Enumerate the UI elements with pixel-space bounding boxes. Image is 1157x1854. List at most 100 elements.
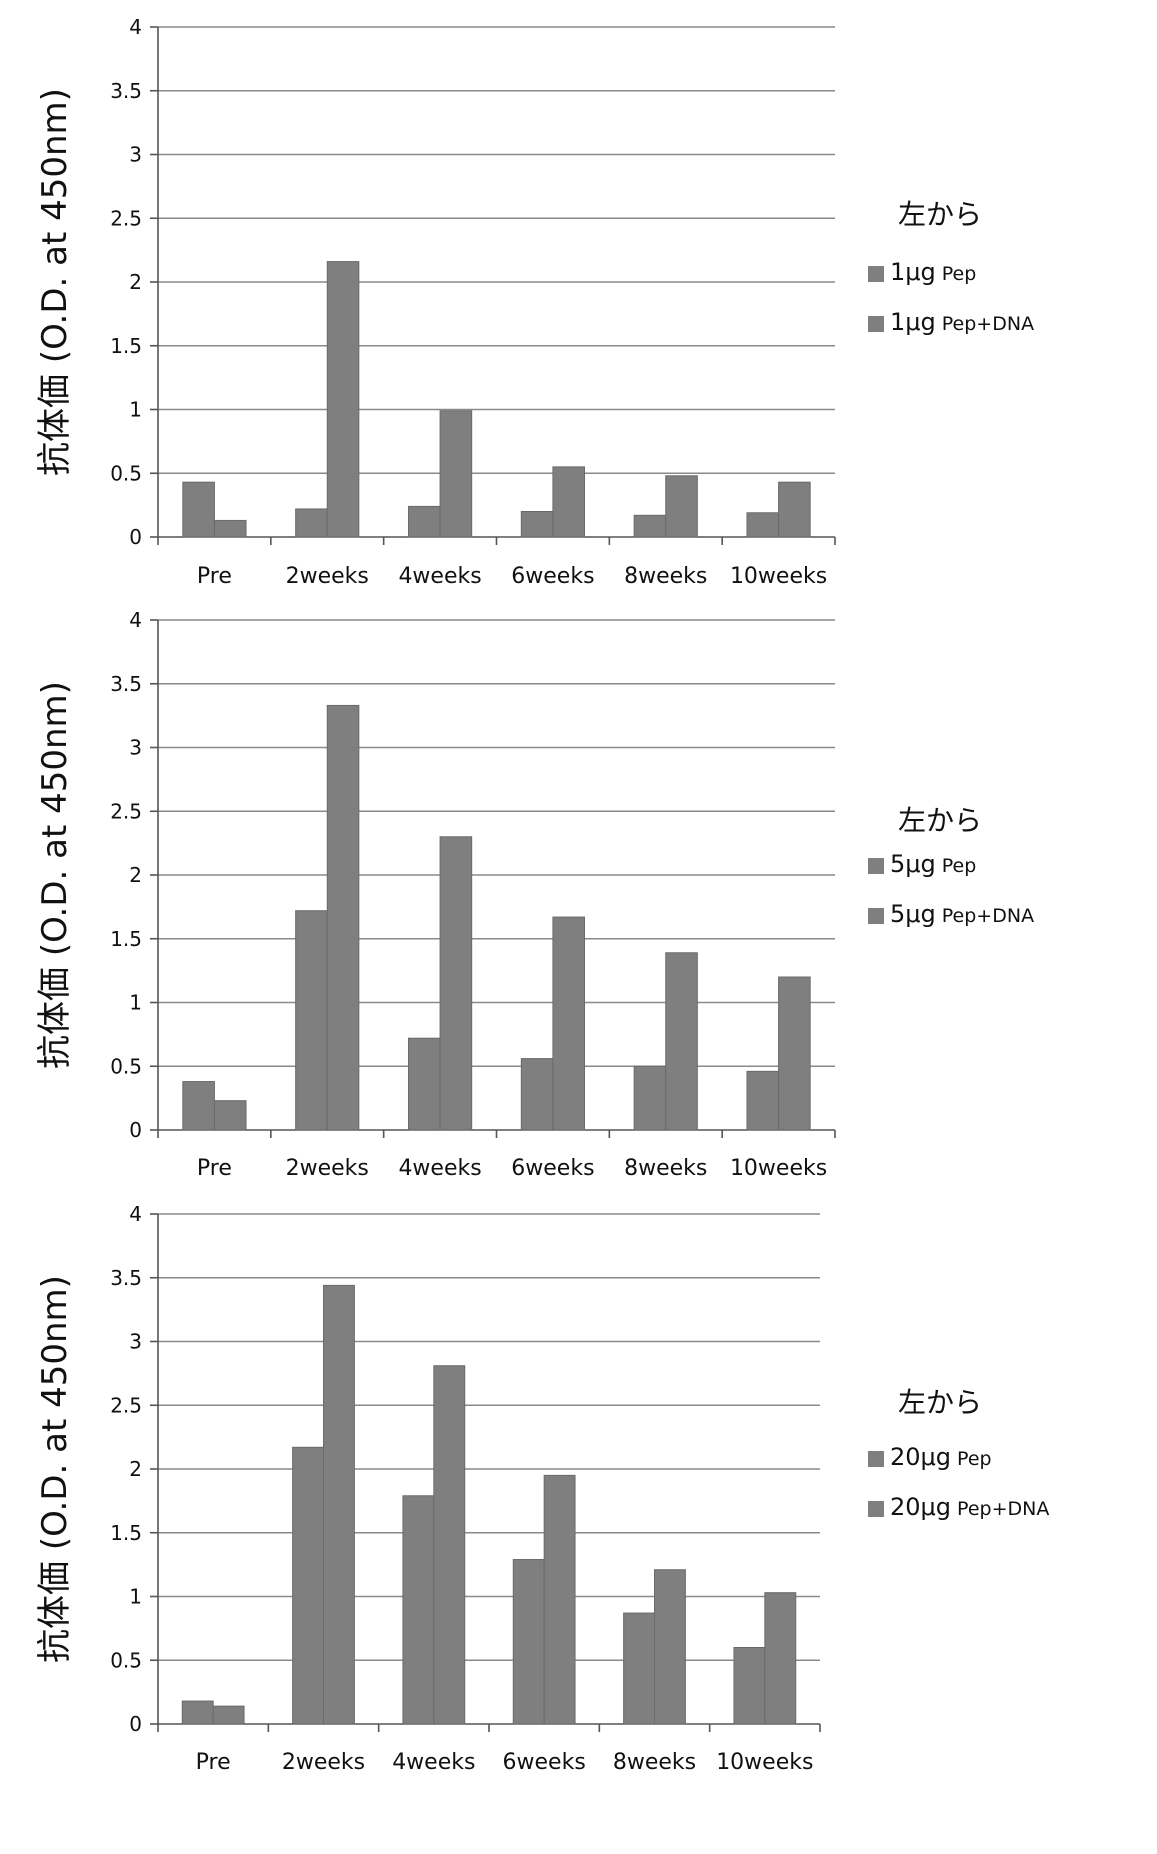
bar-10weeks-series-1 — [746, 1070, 780, 1131]
bar-4weeks-series-2 — [439, 410, 473, 538]
legend-title: 左から — [898, 1386, 982, 1419]
legend-title: 左から — [898, 804, 982, 837]
y-tick-label: 2 — [129, 270, 142, 294]
bar-Pre-series-2 — [213, 1100, 247, 1131]
category-label: 10weeks — [716, 1750, 813, 1775]
y-tick-label: 0 — [129, 525, 142, 549]
bar-Pre-series-1 — [181, 1700, 214, 1725]
bar-6weeks-series-2 — [552, 916, 586, 1131]
bar-8weeks-series-1 — [633, 1065, 667, 1131]
bar-2weeks-series-1 — [295, 508, 328, 538]
y-tick-label: 1.5 — [110, 927, 142, 951]
bar-2weeks-series-2 — [326, 704, 360, 1131]
category-label: 10weeks — [730, 564, 827, 589]
bar-2weeks-series-2 — [326, 261, 360, 538]
legend-swatch — [868, 908, 884, 924]
bar-4weeks-series-2 — [439, 836, 473, 1131]
y-tick-label: 1.5 — [110, 1521, 142, 1545]
category-label: 6weeks — [511, 1156, 594, 1181]
category-label: Pre — [196, 1750, 231, 1775]
bar-6weeks-series-1 — [520, 511, 554, 538]
bar-Pre-series-1 — [182, 481, 215, 538]
bar-6weeks-series-2 — [552, 466, 586, 538]
legend-swatch — [868, 266, 884, 282]
bar-2weeks-series-1 — [292, 1446, 324, 1725]
bar-Pre-series-1 — [182, 1081, 215, 1131]
category-label: 2weeks — [286, 564, 369, 589]
category-label: 2weeks — [286, 1156, 369, 1181]
y-tick-label: 0.5 — [110, 461, 142, 485]
bar-10weeks-series-1 — [733, 1647, 766, 1725]
bar-Pre-series-2 — [213, 519, 247, 538]
y-tick-label: 2.5 — [110, 1393, 142, 1417]
bar-chart-3: 0 0.5 1 1.5 2 2.5 3 3.5 4 Pre 2weeks 4weeks 6weeks 8w… — [35, 1202, 1049, 1775]
y-tick-label: 1.5 — [110, 334, 142, 358]
y-tick-label: 1 — [129, 1585, 142, 1609]
bar-8weeks-series-1 — [623, 1612, 656, 1725]
y-tick-label: 3.5 — [110, 1266, 142, 1290]
bar-6weeks-series-2 — [543, 1474, 576, 1725]
legend-entry-2: 5μg Pep+DNA — [890, 900, 1034, 928]
bar-chart-2: 0 0.5 1 1.5 2 2.5 3 3.5 4 Pre 2weeks 4weeks 6weeks 8w… — [35, 608, 1034, 1181]
legend-title: 左から — [898, 198, 982, 231]
y-tick-label: 3.5 — [110, 79, 142, 103]
category-label: Pre — [197, 564, 232, 589]
bar-chart-1: 0 0.5 1 1.5 2 2.5 3 3.5 4 Pre 2weeks 4weeks 6weeks 8w… — [35, 15, 1034, 589]
bar-8weeks-series-2 — [665, 952, 698, 1131]
category-label: 8weeks — [624, 1156, 707, 1181]
y-axis-label: 抗体価 (O.D. at 450nm) — [35, 88, 75, 476]
bar-10weeks-series-2 — [764, 1592, 797, 1725]
category-label: 10weeks — [730, 1156, 827, 1181]
category-label: 4weeks — [398, 1156, 481, 1181]
y-tick-label: 3 — [129, 143, 142, 167]
y-tick-label: 4 — [129, 15, 142, 39]
bar-Pre-series-2 — [212, 1705, 245, 1725]
legend-entry-2: 1μg Pep+DNA — [890, 308, 1034, 336]
category-label: 8weeks — [613, 1750, 696, 1775]
y-tick-label: 2.5 — [110, 799, 142, 823]
bar-10weeks-series-1 — [746, 512, 780, 538]
bar-10weeks-series-2 — [778, 976, 811, 1131]
bar-10weeks-series-2 — [778, 481, 811, 538]
category-label: 6weeks — [503, 1750, 586, 1775]
category-label: 6weeks — [511, 564, 594, 589]
y-tick-label: 3 — [129, 1330, 142, 1354]
bar-6weeks-series-1 — [520, 1058, 554, 1131]
legend-swatch — [868, 858, 884, 874]
legend-entry-1: 20μg Pep — [890, 1443, 992, 1471]
y-axis-label: 抗体価 (O.D. at 450nm) — [35, 681, 75, 1069]
category-label: 2weeks — [282, 1750, 365, 1775]
category-label: Pre — [197, 1156, 232, 1181]
y-tick-label: 1 — [129, 398, 142, 422]
y-tick-label: 2.5 — [110, 206, 142, 230]
bar-8weeks-series-2 — [665, 475, 698, 538]
legend-swatch — [868, 1451, 884, 1467]
y-tick-label: 0.5 — [110, 1054, 142, 1078]
y-tick-label: 0.5 — [110, 1648, 142, 1672]
bar-8weeks-series-1 — [633, 514, 667, 538]
category-label: 8weeks — [624, 564, 707, 589]
bar-4weeks-series-1 — [402, 1495, 435, 1725]
y-tick-label: 1 — [129, 991, 142, 1015]
bar-8weeks-series-2 — [654, 1569, 686, 1725]
bar-4weeks-series-1 — [407, 1037, 441, 1131]
bar-4weeks-series-2 — [433, 1365, 466, 1725]
y-tick-label: 4 — [129, 1202, 142, 1226]
legend-entry-2: 20μg Pep+DNA — [890, 1493, 1049, 1521]
y-tick-label: 3 — [129, 736, 142, 760]
y-tick-label: 2 — [129, 1457, 142, 1481]
legend-entry-1: 5μg Pep — [890, 850, 976, 878]
y-tick-label: 3.5 — [110, 672, 142, 696]
y-axis-label: 抗体価 (O.D. at 450nm) — [35, 1275, 75, 1663]
y-tick-label: 2 — [129, 863, 142, 887]
legend-entry-1: 1μg Pep — [890, 258, 976, 286]
y-tick-label: 4 — [129, 608, 142, 632]
bar-6weeks-series-1 — [512, 1559, 545, 1725]
bar-4weeks-series-1 — [407, 505, 441, 538]
y-tick-label: 0 — [129, 1712, 142, 1736]
legend-swatch — [868, 1501, 884, 1517]
bar-2weeks-series-2 — [323, 1284, 355, 1725]
category-label: 4weeks — [392, 1750, 475, 1775]
legend-swatch — [868, 316, 884, 332]
